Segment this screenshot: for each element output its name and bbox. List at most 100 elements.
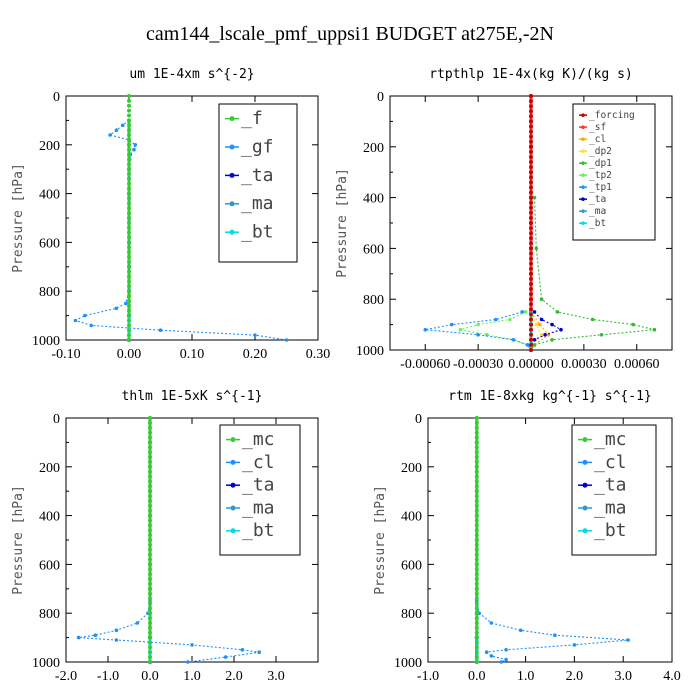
data-point xyxy=(148,533,152,538)
y-tick-label: 0 xyxy=(415,412,422,427)
data-point xyxy=(529,251,533,256)
legend-marker xyxy=(230,459,236,465)
data-point xyxy=(148,416,152,420)
x-tick-label: 0.0 xyxy=(468,669,486,684)
data-point xyxy=(499,660,504,664)
data-point xyxy=(529,221,533,225)
y-tick-label: 400 xyxy=(39,510,60,525)
y-tick-label: 600 xyxy=(39,558,60,573)
data-point xyxy=(148,425,152,430)
y-axis-label: Pressure [hPa] xyxy=(335,168,350,278)
data-point xyxy=(529,114,533,119)
data-point xyxy=(504,648,508,652)
data-point xyxy=(148,499,152,503)
data-point xyxy=(474,601,479,606)
data-point xyxy=(529,170,533,175)
data-point xyxy=(532,343,537,347)
data-point xyxy=(529,322,533,327)
data-point xyxy=(93,633,98,637)
data-point xyxy=(148,596,152,601)
data-point xyxy=(489,654,494,658)
data-point xyxy=(127,274,131,279)
data-point xyxy=(127,108,131,113)
data-point xyxy=(148,567,152,572)
legend-marker xyxy=(581,173,585,177)
data-point xyxy=(148,557,152,562)
data-point xyxy=(529,129,533,134)
data-point xyxy=(543,333,547,337)
data-point xyxy=(474,586,479,591)
data-point xyxy=(148,640,152,645)
data-point xyxy=(127,323,131,328)
legend-box xyxy=(219,424,301,556)
data-point xyxy=(599,333,604,337)
legend-marker xyxy=(582,482,588,488)
x-tick-label: 0.00000 xyxy=(508,357,554,372)
data-point xyxy=(148,538,152,542)
data-point xyxy=(133,143,138,147)
data-point xyxy=(529,282,533,286)
data-point xyxy=(474,581,479,586)
legend-marker xyxy=(230,505,236,511)
legend-label: _ta xyxy=(242,475,275,496)
legend-label: _tp2 xyxy=(589,170,612,181)
data-point xyxy=(529,226,533,231)
data-point xyxy=(148,455,152,459)
data-point xyxy=(529,342,533,347)
legend-label: _gf xyxy=(241,136,274,157)
data-point xyxy=(253,333,257,337)
legend-marker xyxy=(581,149,585,153)
panel-title: um 1E-4xm s^{-2} xyxy=(129,67,254,82)
y-tick-label: 200 xyxy=(39,139,60,154)
y-tick-label: 1000 xyxy=(32,334,60,349)
data-point xyxy=(529,317,533,322)
data-point xyxy=(474,416,479,420)
data-point xyxy=(148,440,152,445)
data-point xyxy=(559,327,563,332)
data-point xyxy=(474,630,479,635)
legend-label: _tp1 xyxy=(589,182,612,193)
data-point xyxy=(529,246,533,251)
x-tick-label: 2.0 xyxy=(566,669,584,684)
data-point xyxy=(532,195,537,200)
data-point xyxy=(529,327,533,332)
data-point xyxy=(474,513,479,518)
data-point xyxy=(529,144,533,149)
x-tick-label: 1.0 xyxy=(183,669,201,684)
data-point xyxy=(529,210,533,215)
data-point xyxy=(148,503,152,508)
data-point xyxy=(523,310,528,314)
data-point xyxy=(474,538,479,542)
data-point xyxy=(529,190,533,195)
data-point xyxy=(148,621,152,625)
data-point xyxy=(89,323,93,328)
data-point xyxy=(148,430,152,435)
data-point xyxy=(148,528,152,533)
data-point xyxy=(127,177,131,181)
x-tick-label: -2.0 xyxy=(55,669,77,684)
data-point xyxy=(532,310,537,314)
data-point xyxy=(127,142,131,147)
x-tick-label: 3.0 xyxy=(614,669,632,684)
data-point xyxy=(550,322,554,327)
data-point xyxy=(631,322,635,327)
x-tick-label: 4.0 xyxy=(663,669,681,684)
data-point xyxy=(489,621,494,625)
legend-marker xyxy=(229,229,235,235)
data-point xyxy=(127,167,131,172)
data-point xyxy=(572,643,577,647)
data-point xyxy=(127,318,131,323)
series-line-cl xyxy=(78,600,260,663)
data-point xyxy=(127,157,131,162)
data-point xyxy=(474,518,479,523)
data-point xyxy=(148,420,152,425)
legend-box xyxy=(572,103,656,241)
data-point xyxy=(127,338,131,342)
data-point xyxy=(127,98,131,103)
y-axis-label: Pressure [hPa] xyxy=(11,163,26,273)
data-point xyxy=(529,149,533,154)
y-tick-label: 600 xyxy=(39,236,60,251)
data-point xyxy=(474,621,479,625)
legend-label: _sf xyxy=(589,122,606,133)
data-point xyxy=(529,109,533,114)
